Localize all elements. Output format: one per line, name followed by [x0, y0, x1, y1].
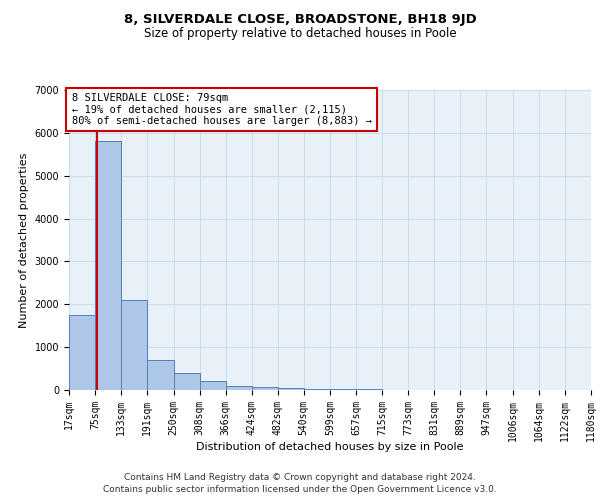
- Y-axis label: Number of detached properties: Number of detached properties: [19, 152, 29, 328]
- Bar: [251, 387, 278, 390]
- Text: 8 SILVERDALE CLOSE: 79sqm
← 19% of detached houses are smaller (2,115)
80% of se: 8 SILVERDALE CLOSE: 79sqm ← 19% of detac…: [71, 93, 371, 126]
- Bar: [95, 142, 121, 390]
- Text: Contains HM Land Registry data © Crown copyright and database right 2024.: Contains HM Land Registry data © Crown c…: [124, 472, 476, 482]
- Bar: [278, 388, 304, 390]
- Bar: [147, 360, 173, 390]
- Text: Contains public sector information licensed under the Open Government Licence v3: Contains public sector information licen…: [103, 485, 497, 494]
- Bar: [173, 373, 200, 390]
- Bar: [304, 388, 330, 390]
- Text: Distribution of detached houses by size in Poole: Distribution of detached houses by size …: [196, 442, 464, 452]
- Bar: [226, 386, 251, 390]
- Bar: [121, 300, 147, 390]
- Bar: [200, 382, 226, 390]
- Text: 8, SILVERDALE CLOSE, BROADSTONE, BH18 9JD: 8, SILVERDALE CLOSE, BROADSTONE, BH18 9J…: [124, 12, 476, 26]
- Text: Size of property relative to detached houses in Poole: Size of property relative to detached ho…: [143, 28, 457, 40]
- Bar: [69, 315, 95, 390]
- Bar: [330, 389, 356, 390]
